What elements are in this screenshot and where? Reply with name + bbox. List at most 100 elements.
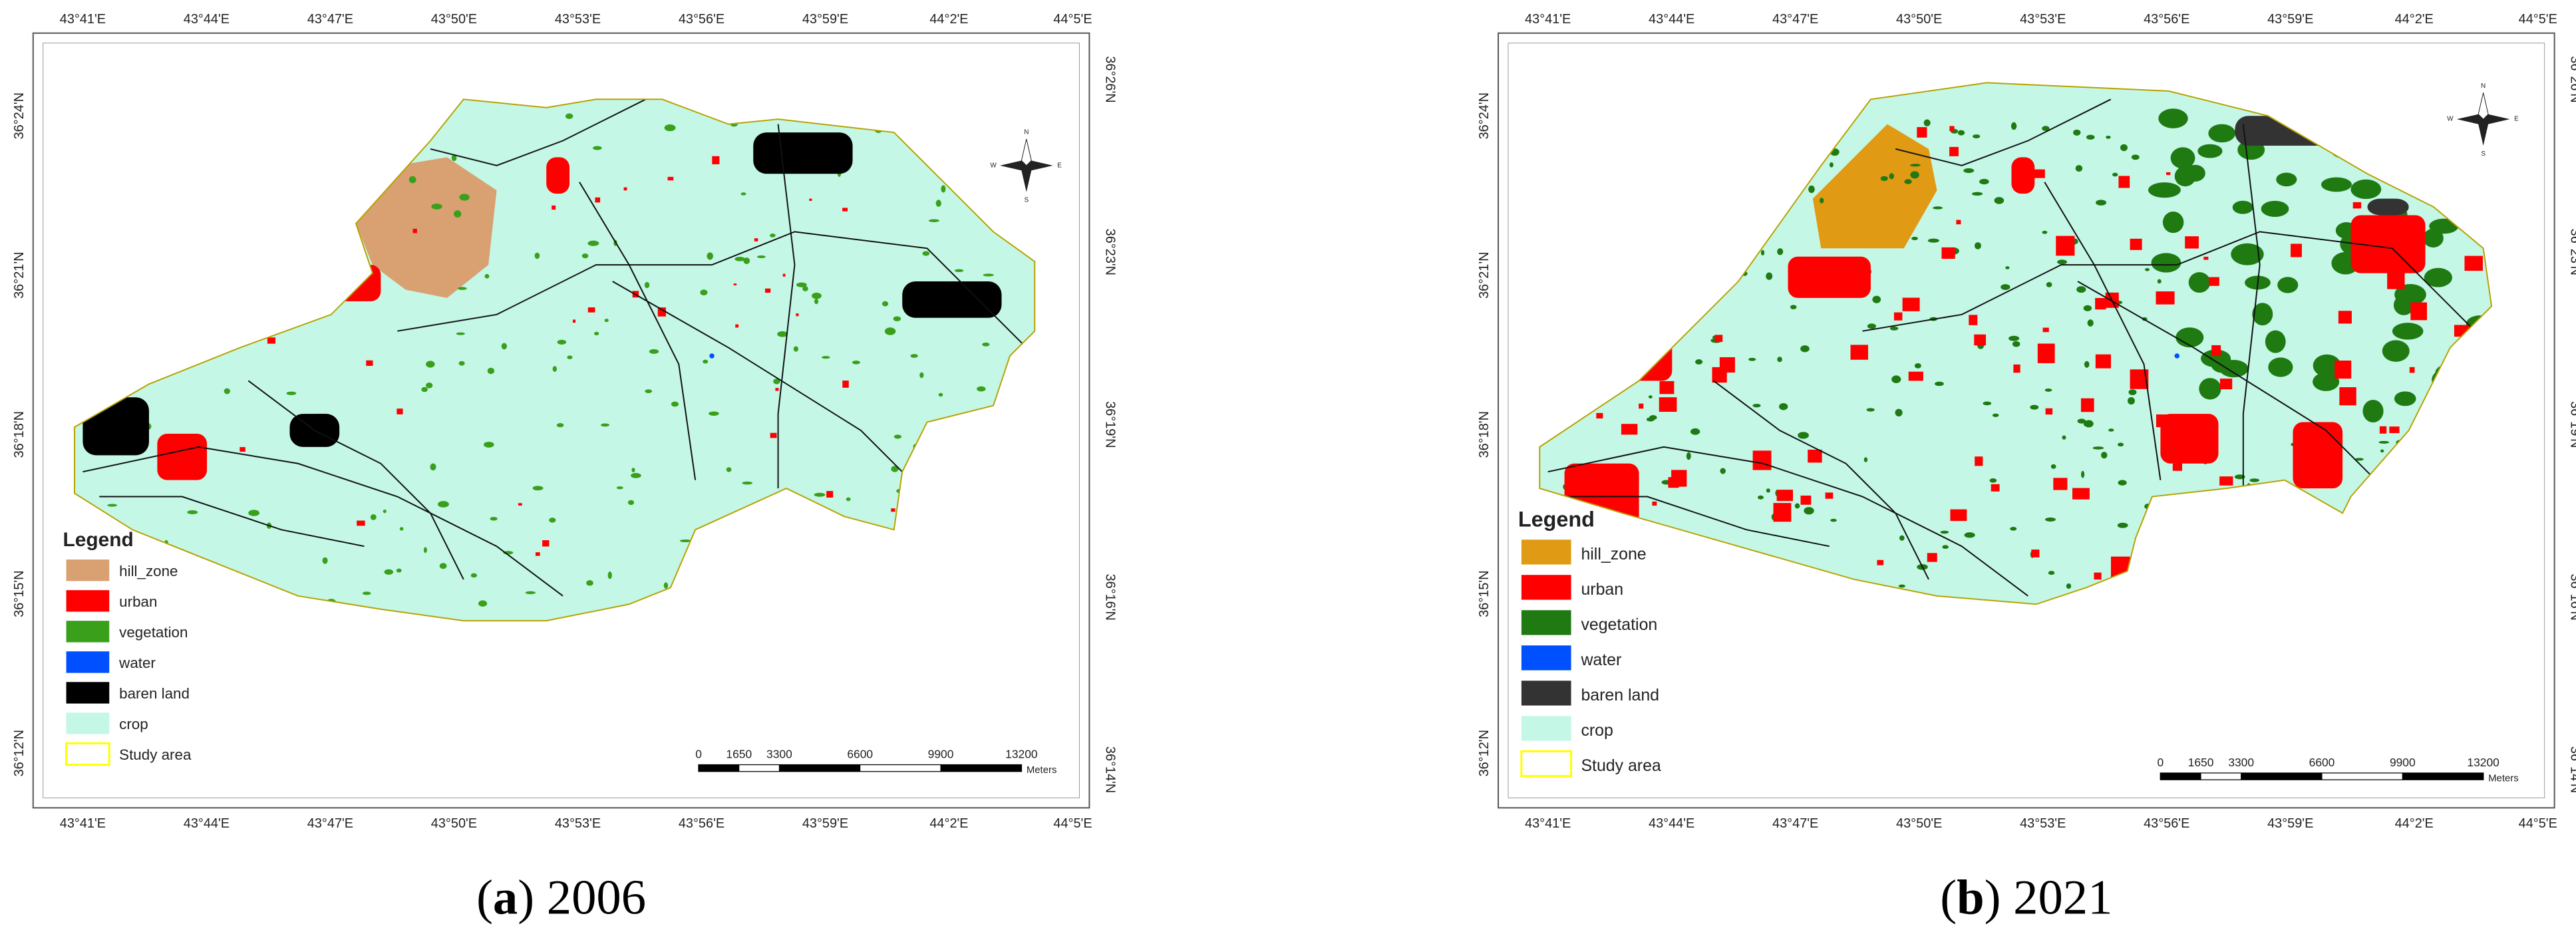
scale-unit: Meters [2488, 773, 2519, 784]
vegetation-patch [1934, 381, 1944, 387]
vegetation-patch [2392, 168, 2420, 187]
vegetation-patch [2096, 200, 2107, 206]
river [1547, 446, 2028, 597]
urban-patch [2478, 517, 2491, 529]
urban-patch [2295, 119, 2304, 127]
vegetation-patch [484, 441, 494, 448]
caption-part: ( [476, 870, 493, 925]
vegetation-patch [362, 591, 371, 595]
vegetation-patch [1586, 355, 1597, 359]
urban-patch [1991, 484, 2000, 492]
vegetation-patch [2042, 230, 2048, 234]
latitude-label: 36°16'N [2568, 574, 2576, 621]
vegetation-patch [1798, 432, 1809, 439]
legend-swatch [1521, 716, 1571, 741]
urban-patch [2461, 381, 2472, 390]
vegetation-patch [431, 203, 442, 210]
vegetation-patch [2378, 440, 2390, 444]
urban-patch [1808, 449, 1822, 463]
vegetation-patch [2441, 175, 2468, 196]
vegetation-patch [567, 355, 573, 359]
vegetation-patch [187, 510, 198, 514]
vegetation-patch [2392, 323, 2424, 340]
compass-letter: E [2514, 116, 2519, 123]
urban-patch [1714, 335, 1723, 343]
vegetation-patch [1641, 180, 1647, 185]
vegetation-patch [430, 463, 436, 471]
legend-swatch [1521, 540, 1571, 565]
scale-label: 13200 [2467, 756, 2499, 769]
vegetation-patch [935, 200, 941, 207]
map-panel: 43°41'E 43°44'E 43°47'E 43°50'E 43°53'E 43°56… [12, 12, 1117, 925]
vegetation-patch [938, 438, 942, 442]
longitude-label: 43°53'E [555, 12, 601, 27]
vegetation-patch [470, 573, 478, 578]
latitude-label: 36°23'N [2568, 229, 2576, 275]
urban-patch [397, 408, 403, 414]
urban-patch [1773, 503, 1792, 522]
vegetation-patch [649, 349, 659, 354]
urban-patch [842, 381, 849, 388]
vegetation-patch [1909, 164, 1921, 167]
vegetation-patch [770, 233, 776, 237]
study-area-outline [1539, 82, 2493, 605]
vegetation-patch [2066, 583, 2072, 589]
vegetation-patch [822, 356, 830, 359]
river [2242, 124, 2261, 489]
longitude-label: 43°59'E [802, 816, 848, 831]
vegetation-patch [108, 275, 121, 281]
urban-patch [2428, 514, 2446, 528]
latitude-label: 36°14'N [1102, 746, 1117, 793]
legend-label: baren land [1581, 686, 1659, 704]
vegetation-patch [322, 557, 328, 564]
urban-patch [1668, 477, 1679, 488]
vegetation-patch [2087, 319, 2094, 327]
compass-letter: W [990, 162, 997, 169]
urban-patch [357, 520, 365, 526]
longitude-label: 43°44'E [1649, 816, 1694, 831]
latitude-label: 36°12'N [1477, 730, 1492, 776]
map-inner-frame [1508, 43, 2545, 798]
vegetation-patch [1942, 545, 1949, 549]
vegetation-patch [1017, 498, 1025, 503]
north-arrow: N E S W [2447, 82, 2519, 158]
legend-swatch [66, 712, 110, 734]
vegetation-patch [1765, 595, 1770, 603]
vegetation-patch [1972, 134, 1981, 139]
vegetation-patch [2148, 571, 2154, 579]
urban-patch [1974, 334, 1987, 346]
vegetation-patch [478, 600, 488, 607]
vegetation-patch [2424, 267, 2452, 287]
longitude-label: 43°56'E [679, 816, 724, 831]
urban-patch [2389, 426, 2400, 434]
vegetation-patch [2101, 452, 2108, 459]
vegetation-patch [1701, 559, 1705, 564]
vegetation-patch [1005, 376, 1017, 383]
compass-letter: S [1025, 197, 1029, 204]
urban-patch [2423, 599, 2436, 605]
vegetation-patch [384, 569, 394, 575]
vegetation-patch [616, 486, 623, 490]
vegetation-patch [2219, 360, 2249, 378]
urban-patch [366, 360, 373, 366]
vegetation-patch [2201, 579, 2211, 585]
urban-patch [2219, 476, 2233, 486]
urban-patch [2366, 504, 2370, 508]
urban-patch [796, 313, 799, 317]
scale-bar-segment [778, 764, 861, 772]
scale-label: 6600 [847, 748, 873, 761]
vegetation-patch [2296, 107, 2327, 126]
vegetation-patch [631, 468, 635, 472]
vegetation-patch [1880, 176, 1888, 182]
urban-patch [2219, 379, 2233, 390]
vegetation-patch [2011, 122, 2017, 130]
vegetation-patch [1740, 156, 1750, 163]
urban-patch [1596, 412, 1603, 419]
vegetation-patch [2268, 357, 2293, 377]
scale-bar-segment [860, 764, 941, 772]
urban-patch [2308, 611, 2313, 617]
legend-label: urban [1581, 580, 1623, 599]
vegetation-patch [96, 336, 102, 339]
urban-patch [2053, 478, 2068, 490]
vegetation-patch [1698, 261, 1710, 264]
